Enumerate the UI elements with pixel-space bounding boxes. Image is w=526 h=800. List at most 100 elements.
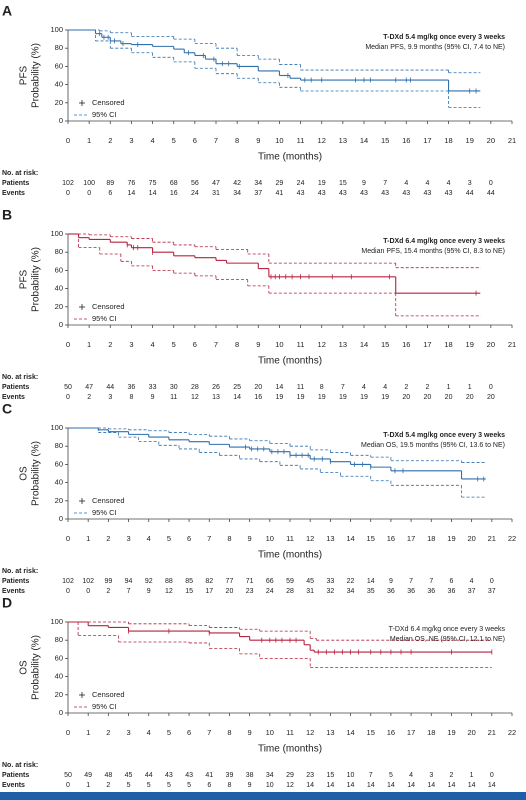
risk-value: 8: [228, 782, 232, 789]
risk-value: 14: [427, 782, 435, 789]
x-tick-label: 5: [167, 534, 171, 543]
risk-value: 19: [276, 394, 284, 401]
y-tick-label: 20: [55, 496, 63, 505]
x-tick-label: 3: [129, 340, 133, 349]
risk-value: 10: [266, 782, 274, 789]
risk-value: 34: [347, 588, 355, 595]
risk-value: 43: [445, 190, 453, 197]
risk-value: 3: [468, 180, 472, 187]
risk-value: 15: [326, 772, 334, 779]
risk-value: 92: [145, 578, 153, 585]
x-axis-title: Time (months): [258, 550, 322, 561]
risk-title: No. at risk:: [2, 374, 38, 381]
footer-stripe: [0, 792, 526, 800]
risk-value: 33: [326, 578, 334, 585]
risk-value: 4: [470, 578, 474, 585]
x-tick-label: 2: [106, 534, 110, 543]
x-tick-label: 20: [487, 340, 495, 349]
x-tick-label: 9: [248, 534, 252, 543]
risk-value: 20: [487, 394, 495, 401]
x-tick-label: 11: [297, 136, 305, 145]
x-tick-label: 13: [339, 136, 347, 145]
risk-value: 44: [466, 190, 474, 197]
risk-value: 43: [381, 190, 389, 197]
risk-value: 82: [205, 578, 213, 585]
risk-value: 20: [445, 394, 453, 401]
risk-value: 14: [468, 782, 476, 789]
x-tick-label: 19: [466, 340, 474, 349]
risk-title: No. at risk:: [2, 568, 38, 575]
x-tick-label: 16: [387, 728, 395, 737]
x-tick-label: 18: [444, 340, 452, 349]
x-tick-label: 13: [326, 534, 334, 543]
risk-value: 15: [339, 180, 347, 187]
risk-value: 14: [407, 782, 415, 789]
risk-value: 45: [125, 772, 133, 779]
risk-value: 9: [248, 782, 252, 789]
risk-value: 99: [104, 578, 112, 585]
risk-value: 36: [427, 588, 435, 595]
risk-value: 39: [226, 772, 234, 779]
panel-label: C: [2, 401, 12, 417]
x-tick-label: 17: [407, 534, 415, 543]
x-tick-label: 4: [150, 340, 154, 349]
x-tick-label: 6: [193, 136, 197, 145]
risk-value: 19: [297, 394, 305, 401]
risk-value: 20: [424, 394, 432, 401]
x-tick-label: 0: [66, 728, 70, 737]
y-tick-label: 80: [55, 441, 63, 450]
risk-value: 7: [383, 180, 387, 187]
risk-value: 2: [450, 772, 454, 779]
risk-value: 41: [205, 772, 213, 779]
y-tick-label: 100: [50, 229, 63, 238]
risk-value: 37: [488, 588, 496, 595]
risk-value: 14: [387, 782, 395, 789]
legend-label: Censored: [92, 98, 125, 107]
risk-value: 1: [468, 384, 472, 391]
risk-row-label: Events: [2, 394, 25, 401]
x-tick-label: 10: [275, 136, 283, 145]
risk-value: 23: [306, 772, 314, 779]
x-tick-label: 5: [167, 728, 171, 737]
risk-value: 9: [362, 180, 366, 187]
risk-value: 19: [339, 394, 347, 401]
risk-value: 77: [226, 578, 234, 585]
risk-title: No. at risk:: [2, 762, 38, 769]
legend-label: Censored: [92, 302, 125, 311]
x-tick-label: 8: [227, 534, 231, 543]
annotation: T-DXd 6.4 mg/kg once every 3 weeks: [389, 626, 506, 633]
risk-value: 76: [128, 180, 136, 187]
risk-value: 4: [447, 180, 451, 187]
risk-value: 4: [425, 180, 429, 187]
x-tick-label: 18: [444, 136, 452, 145]
y-axis-title: Probability (%): [31, 247, 42, 312]
risk-value: 14: [276, 384, 284, 391]
risk-value: 43: [339, 190, 347, 197]
x-tick-label: 19: [447, 728, 455, 737]
x-axis-title: Time (months): [258, 356, 322, 367]
risk-value: 14: [347, 782, 355, 789]
x-tick-label: 10: [266, 534, 274, 543]
y-tick-label: 60: [55, 265, 63, 274]
risk-value: 5: [167, 782, 171, 789]
risk-value: 36: [387, 588, 395, 595]
y-tick-label: 0: [59, 116, 63, 125]
risk-value: 20: [226, 588, 234, 595]
risk-value: 48: [104, 772, 112, 779]
risk-value: 11: [297, 384, 304, 391]
risk-value: 10: [347, 772, 355, 779]
x-tick-label: 15: [381, 136, 389, 145]
risk-value: 102: [82, 578, 94, 585]
x-tick-label: 18: [427, 534, 435, 543]
risk-value: 19: [381, 394, 389, 401]
y-tick-label: 60: [55, 61, 63, 70]
x-tick-label: 14: [346, 534, 354, 543]
annotation: Median OS, 19.5 months (95% CI, 13.6 to …: [361, 442, 505, 449]
risk-value: 102: [62, 180, 74, 187]
risk-value: 23: [246, 588, 254, 595]
x-tick-label: 16: [387, 534, 395, 543]
x-tick-label: 21: [488, 534, 496, 543]
risk-value: 36: [407, 588, 415, 595]
x-tick-label: 22: [508, 534, 516, 543]
